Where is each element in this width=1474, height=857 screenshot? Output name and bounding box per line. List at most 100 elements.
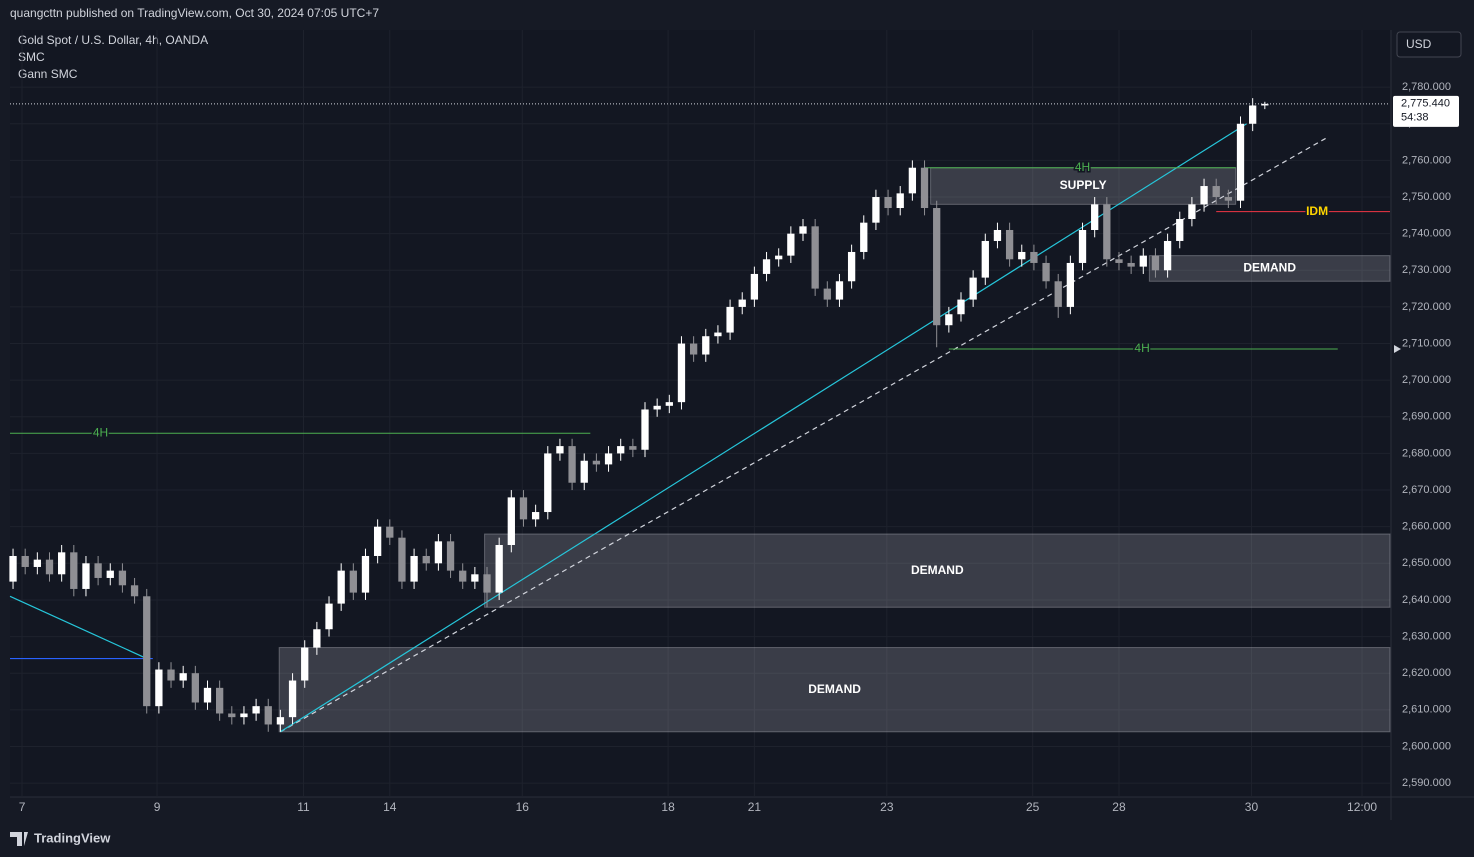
y-tick-label: 2,590.000 xyxy=(1402,777,1451,789)
candle-body xyxy=(1249,105,1257,124)
candle-body xyxy=(604,453,613,465)
candle-body xyxy=(203,687,212,703)
candle-body xyxy=(1261,103,1269,106)
candle-body xyxy=(349,570,357,593)
candle-body xyxy=(422,555,430,564)
candle-body xyxy=(677,343,686,403)
candle-body xyxy=(179,673,187,681)
candle-body xyxy=(410,555,418,582)
level-label: 4H xyxy=(93,425,108,439)
candle-body xyxy=(1054,281,1062,307)
candle-body xyxy=(981,240,989,278)
candle-body xyxy=(1042,262,1050,282)
x-tick-label: 23 xyxy=(880,800,894,814)
candle-body xyxy=(617,446,625,454)
candle-body xyxy=(945,314,953,326)
candle-body xyxy=(738,299,746,307)
candle-body xyxy=(969,277,977,300)
trend-line xyxy=(280,123,1247,733)
candle-body xyxy=(519,497,528,520)
candle-body xyxy=(1103,204,1111,260)
x-tick-label: 25 xyxy=(1026,800,1040,814)
x-tick-label: 11 xyxy=(297,800,310,814)
candle-body xyxy=(544,453,552,513)
countdown: 54:38 xyxy=(1401,112,1429,124)
candle-body xyxy=(1066,262,1075,307)
candle-body xyxy=(1176,219,1184,241)
candle-body xyxy=(1018,251,1026,260)
y-tick-label: 2,680.000 xyxy=(1402,447,1451,459)
candle-body xyxy=(301,647,309,681)
y-tick-label: 2,670.000 xyxy=(1402,484,1451,496)
candle-body xyxy=(592,460,601,465)
candle-body xyxy=(568,446,576,483)
currency-button[interactable] xyxy=(1396,31,1462,58)
y-tick-label: 2,710.000 xyxy=(1402,337,1451,349)
candle-body xyxy=(1127,262,1135,267)
candle-body xyxy=(787,233,795,256)
y-tick-label: 2,690.000 xyxy=(1402,411,1451,423)
x-tick-label: 14 xyxy=(383,800,397,814)
candle-body xyxy=(762,259,771,274)
candle-body xyxy=(1030,251,1038,263)
zone xyxy=(278,647,1391,733)
x-tick-label: 18 xyxy=(661,800,675,814)
x-tick-label: 16 xyxy=(516,800,530,814)
brand-logo xyxy=(10,832,28,846)
zone xyxy=(1148,255,1391,282)
x-tick-label: 12:00 xyxy=(1347,800,1377,814)
candle-body xyxy=(993,229,1002,241)
candle-body xyxy=(167,669,175,681)
currency[interactable]: USD xyxy=(1406,37,1432,51)
candle-body xyxy=(495,544,503,593)
candle-body xyxy=(434,541,443,564)
candle-body xyxy=(118,570,127,586)
candle-body xyxy=(1005,229,1014,260)
trend-line xyxy=(280,137,1326,733)
candle-body xyxy=(775,255,783,260)
candle-body xyxy=(726,306,734,333)
candle-body xyxy=(799,226,807,234)
candle-body xyxy=(386,526,394,538)
candle-body xyxy=(215,687,224,714)
y-tick-label: 2,760.000 xyxy=(1402,154,1451,166)
publisher: quangcttn published on TradingView.com, … xyxy=(10,6,379,20)
candle-body xyxy=(106,570,114,578)
y-tick-label: 2,620.000 xyxy=(1402,667,1451,679)
candle-body xyxy=(556,446,564,454)
candle-body xyxy=(264,706,272,725)
candle-body xyxy=(252,706,260,714)
candle-body xyxy=(143,596,151,707)
x-tick-label: 7 xyxy=(19,800,26,814)
candle-body xyxy=(507,497,515,545)
candle-body xyxy=(1091,204,1099,230)
trend-line xyxy=(9,595,147,660)
candle-body xyxy=(823,288,831,300)
candle-body xyxy=(1200,186,1208,205)
y-tick-label: 2,750.000 xyxy=(1402,191,1451,203)
zone xyxy=(930,167,1237,205)
candle-body xyxy=(860,222,868,252)
candle-body xyxy=(58,552,66,575)
y-tick-label: 2,780.000 xyxy=(1402,81,1451,93)
zone xyxy=(484,533,1391,608)
candle-body xyxy=(702,336,710,355)
last-price-label: 2,775.440 xyxy=(1401,98,1450,110)
candle-body xyxy=(908,167,917,194)
candle-body xyxy=(641,409,649,450)
candle-body xyxy=(228,713,236,718)
candle-body xyxy=(580,460,588,483)
candle-body xyxy=(811,226,819,289)
candle-body xyxy=(94,563,102,578)
candle-body xyxy=(471,574,479,582)
x-tick-label: 21 xyxy=(748,800,762,814)
y-tick-label: 2,700.000 xyxy=(1402,374,1451,386)
candle-body xyxy=(459,570,467,582)
level-label: 4H xyxy=(1075,160,1090,174)
candle-body xyxy=(398,537,406,582)
y-tick-label: 2,660.000 xyxy=(1402,521,1451,533)
candle-body xyxy=(689,343,698,355)
candle-body xyxy=(714,332,722,337)
